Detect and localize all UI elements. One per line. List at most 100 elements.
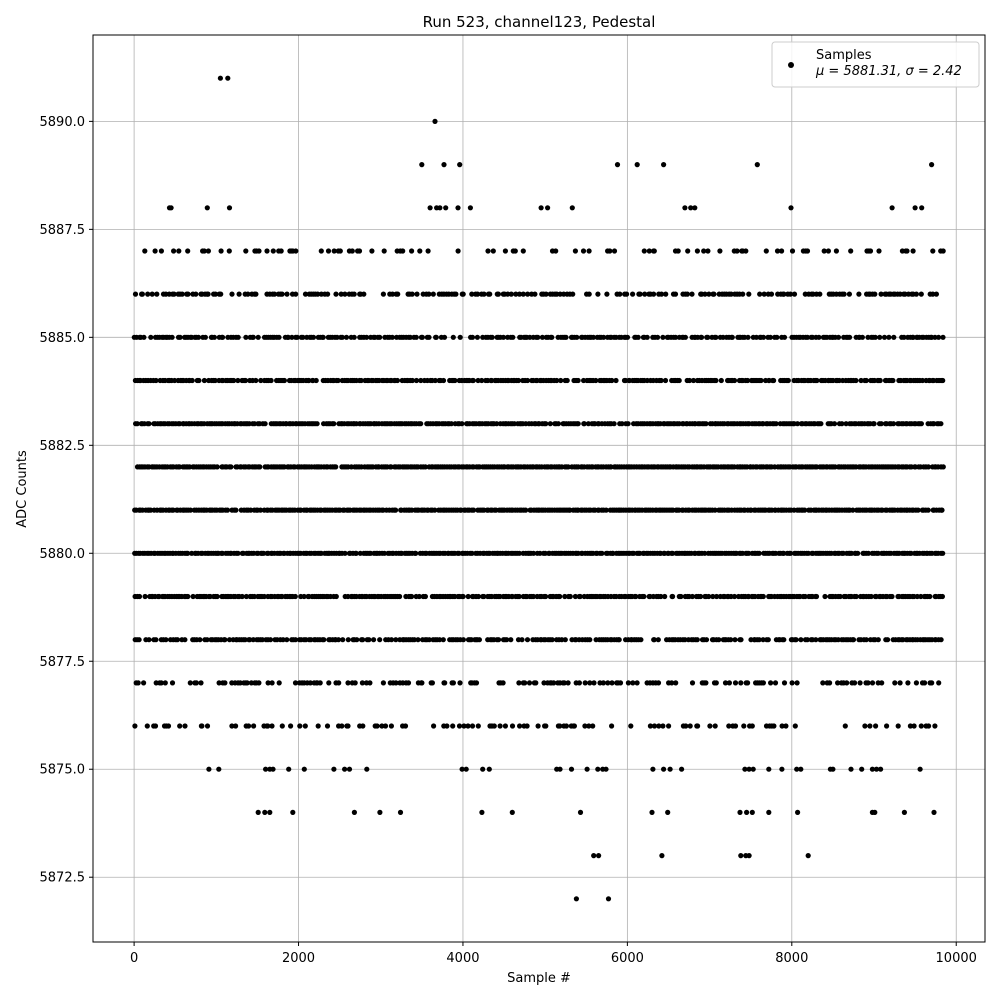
data-point xyxy=(364,766,370,772)
data-point xyxy=(261,550,267,556)
data-point xyxy=(290,809,296,816)
data-point xyxy=(268,377,274,384)
data-point xyxy=(469,550,475,556)
data-point xyxy=(918,421,925,427)
data-point xyxy=(463,766,469,772)
data-point xyxy=(713,680,719,686)
data-point xyxy=(279,723,285,729)
data-point xyxy=(338,291,344,297)
data-point xyxy=(519,637,525,643)
data-point xyxy=(682,205,688,211)
data-point xyxy=(675,248,681,254)
data-point xyxy=(821,248,827,254)
data-point xyxy=(850,507,856,513)
data-point xyxy=(940,334,946,340)
data-point xyxy=(389,291,396,297)
data-point xyxy=(557,766,563,772)
data-point xyxy=(276,680,282,686)
data-point xyxy=(475,593,482,600)
data-point xyxy=(931,809,937,816)
data-point xyxy=(847,334,853,340)
data-point xyxy=(300,334,306,340)
data-point xyxy=(214,593,220,600)
data-point xyxy=(641,593,647,600)
data-point xyxy=(222,637,228,643)
data-point xyxy=(340,637,346,643)
data-point xyxy=(292,593,298,600)
data-point xyxy=(479,809,485,816)
data-point xyxy=(781,291,787,297)
data-point xyxy=(757,291,763,297)
data-point xyxy=(530,550,537,556)
data-point xyxy=(261,593,267,600)
data-point xyxy=(586,723,592,729)
data-point xyxy=(577,593,583,600)
data-point xyxy=(901,809,908,816)
data-point xyxy=(494,421,500,427)
data-point xyxy=(689,291,695,297)
data-point xyxy=(306,377,312,384)
data-point xyxy=(253,377,259,384)
data-point xyxy=(233,723,239,729)
data-point xyxy=(136,637,142,643)
data-point xyxy=(586,248,592,254)
data-point xyxy=(333,291,339,297)
data-point xyxy=(425,248,431,254)
data-point xyxy=(563,334,569,340)
data-point xyxy=(630,291,636,297)
data-point xyxy=(218,248,224,254)
data-point xyxy=(930,291,936,297)
data-point xyxy=(388,723,394,729)
data-point xyxy=(152,248,158,254)
data-point xyxy=(520,291,526,297)
data-point xyxy=(713,377,719,384)
data-point xyxy=(850,637,857,643)
data-point xyxy=(496,637,502,643)
data-point xyxy=(705,334,711,340)
data-point xyxy=(543,593,549,600)
data-point xyxy=(491,723,497,729)
data-point xyxy=(673,334,679,340)
data-point xyxy=(450,334,456,340)
data-point xyxy=(768,291,775,297)
data-point xyxy=(360,723,366,729)
data-point xyxy=(469,291,475,297)
data-point xyxy=(936,334,942,340)
data-point xyxy=(863,377,869,384)
data-point xyxy=(591,680,597,686)
data-point xyxy=(897,680,903,686)
data-point xyxy=(599,550,605,556)
data-point xyxy=(302,723,308,729)
data-point xyxy=(419,334,425,340)
data-point xyxy=(397,809,404,816)
data-point xyxy=(153,377,159,384)
data-point xyxy=(553,248,559,254)
data-point xyxy=(685,248,691,254)
data-point xyxy=(816,334,822,340)
data-point xyxy=(182,723,188,729)
data-point xyxy=(437,205,443,211)
data-point xyxy=(831,421,838,427)
data-point xyxy=(270,766,276,772)
data-point xyxy=(919,377,926,384)
data-point xyxy=(258,377,264,384)
data-point xyxy=(455,205,461,211)
data-point xyxy=(929,162,935,168)
data-point xyxy=(877,377,883,384)
data-point xyxy=(940,464,946,470)
data-point xyxy=(141,334,147,340)
data-point xyxy=(873,766,880,772)
data-point xyxy=(218,291,224,297)
data-point xyxy=(516,291,523,297)
data-point xyxy=(204,637,210,643)
data-point xyxy=(177,723,183,729)
data-point xyxy=(237,680,243,686)
data-point xyxy=(315,291,321,297)
data-point xyxy=(555,421,562,427)
data-point xyxy=(563,723,570,729)
data-point xyxy=(453,291,459,297)
data-point xyxy=(197,637,203,643)
data-point xyxy=(467,205,473,211)
data-point xyxy=(185,248,191,254)
data-point xyxy=(377,637,383,643)
